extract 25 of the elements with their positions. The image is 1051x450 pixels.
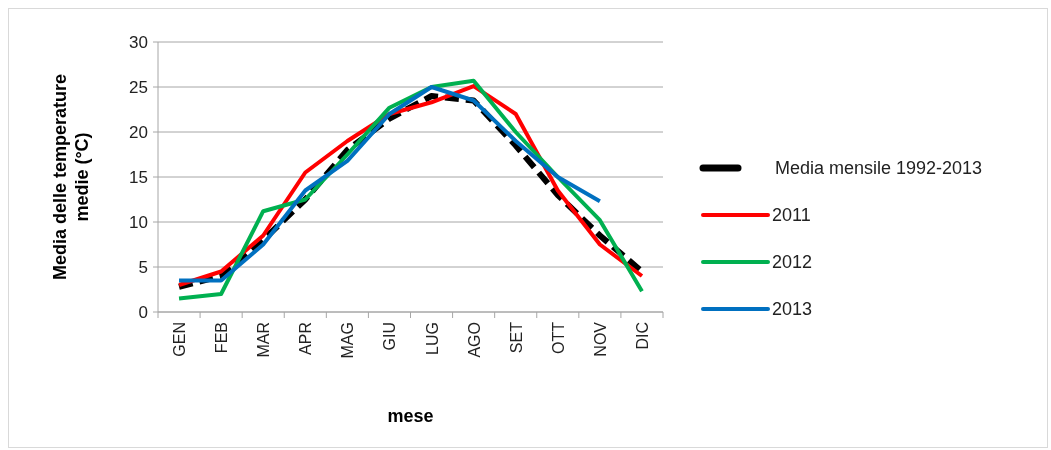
y-tick-label: 10 (129, 212, 148, 232)
x-tick-label: GIU (381, 322, 399, 351)
y-tick-label: 5 (138, 257, 148, 277)
x-tick-label: DIC (633, 322, 651, 350)
x-axis-title: mese (387, 406, 434, 426)
legend-label: 2013 (772, 299, 813, 320)
y-tick-label: 20 (129, 122, 148, 142)
x-tick-label: NOV (591, 321, 609, 357)
x-tick-label: OTT (549, 321, 567, 354)
x-tick-label: AGO (465, 322, 483, 358)
y-axis-title: Media delle temperature medie (°C) (50, 73, 92, 281)
legend-label: 2011 (772, 205, 811, 226)
y-tick-label: 0 (138, 302, 148, 322)
x-tick-label: MAG (339, 322, 357, 359)
y-tick-label: 15 (129, 167, 148, 187)
x-tick-label: MAR (255, 322, 273, 358)
y-tick-label: 30 (129, 32, 148, 52)
x-tick-label: LUG (423, 322, 441, 355)
legend-label: Media mensile 1992-2013 (775, 158, 983, 179)
x-tick-label: GEN (171, 322, 189, 357)
x-tick-label: APR (297, 322, 315, 355)
legend-label: 2012 (772, 252, 813, 273)
x-tick-label: SET (507, 321, 525, 354)
x-tick-label: FEB (213, 322, 231, 354)
y-tick-label: 25 (129, 77, 148, 97)
